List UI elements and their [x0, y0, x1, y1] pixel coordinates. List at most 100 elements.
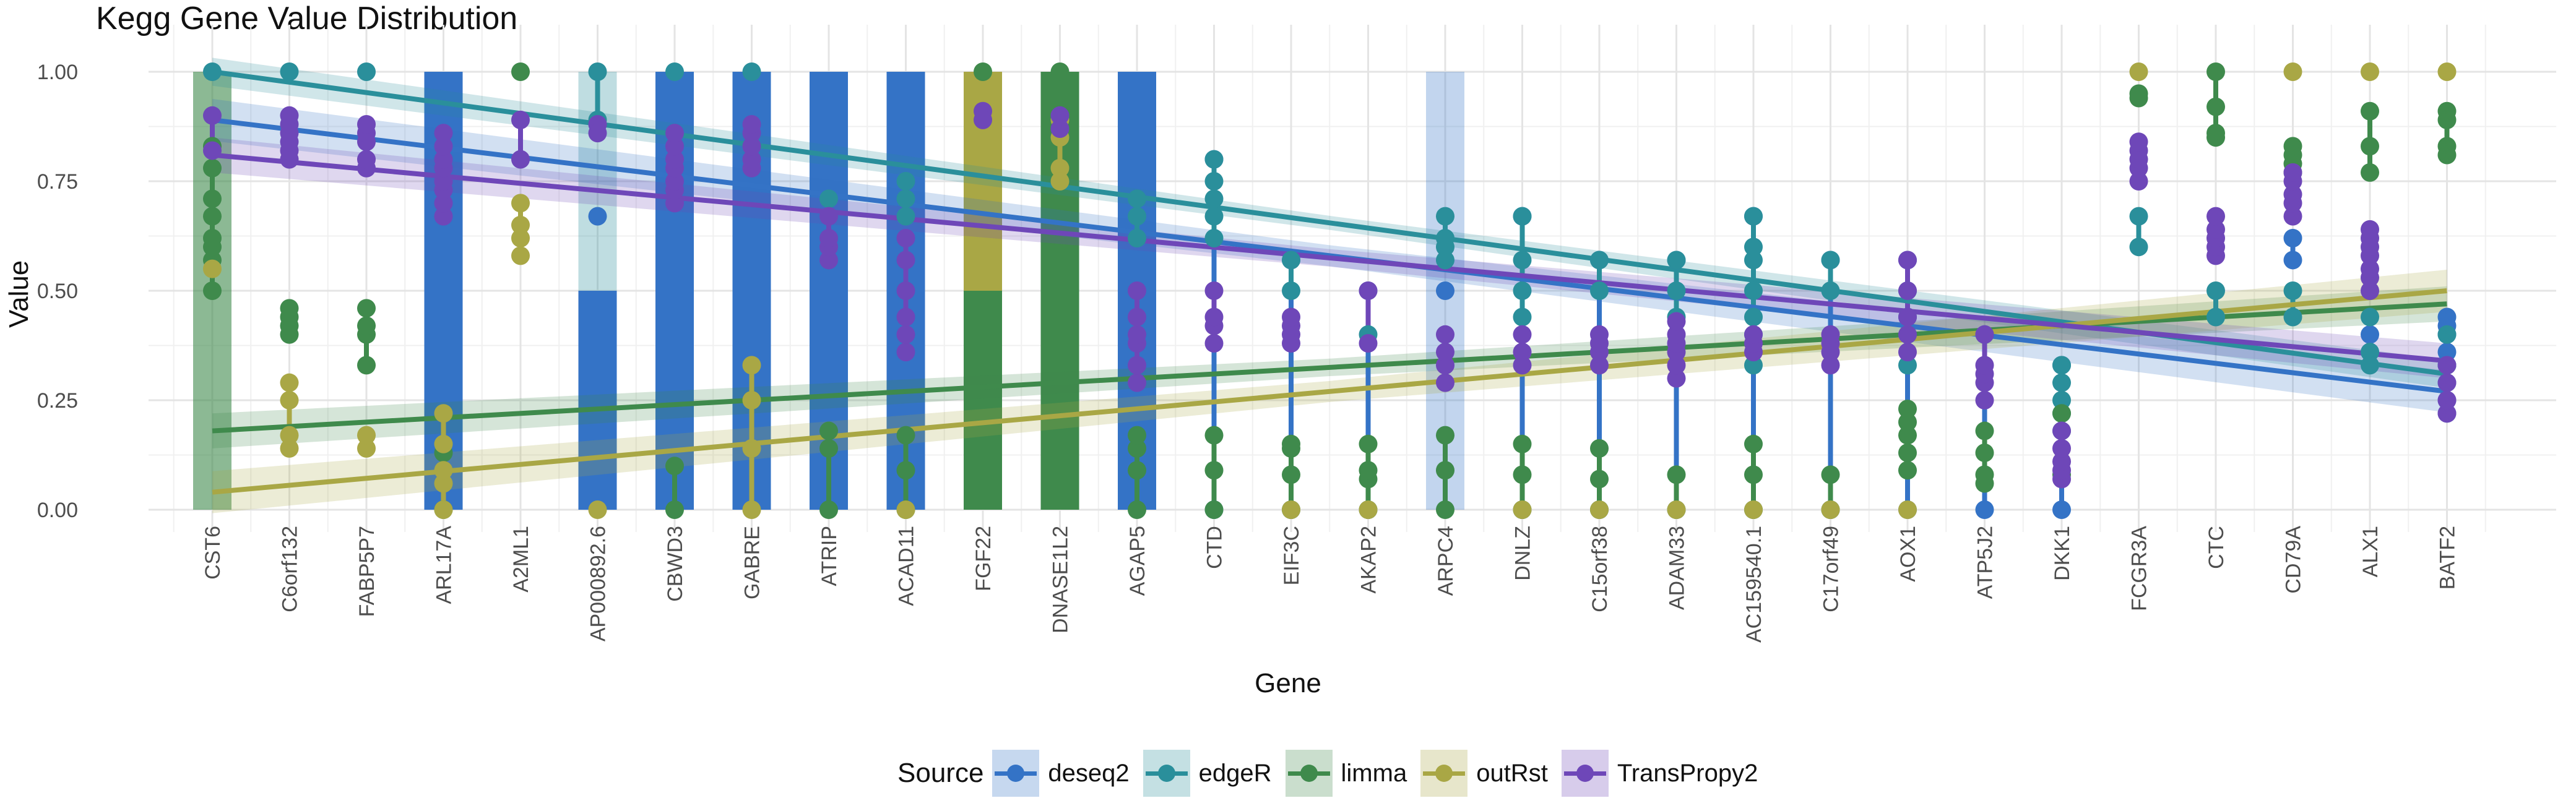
point-TransPropy2 — [588, 124, 607, 143]
point-outRst — [2437, 62, 2457, 81]
point-edgeR — [742, 62, 761, 81]
x-tick-label: AP000892.6 — [587, 526, 610, 641]
point-TransPropy2 — [1898, 307, 1917, 327]
point-TransPropy2 — [2052, 439, 2071, 458]
point-limma — [2206, 62, 2225, 81]
point-deseq2 — [1436, 281, 1454, 300]
point-TransPropy2 — [2283, 163, 2302, 182]
point-outRst — [357, 439, 376, 458]
point-limma — [1744, 434, 1763, 453]
point-outRst — [2361, 62, 2379, 81]
point-limma — [974, 62, 992, 81]
point-deseq2 — [2437, 307, 2457, 327]
point-edgeR — [203, 62, 222, 81]
point-outRst — [1050, 172, 1070, 191]
point-TransPropy2 — [819, 207, 838, 226]
point-edgeR — [1744, 281, 1763, 300]
point-TransPropy2 — [2437, 404, 2457, 423]
point-outRst — [588, 500, 607, 519]
point-outRst — [434, 404, 453, 423]
point-TransPropy2 — [2437, 391, 2457, 410]
legend-item-TransPropy2: TransPropy2 — [1561, 750, 1758, 797]
point-edgeR — [2206, 281, 2225, 300]
point-TransPropy2 — [742, 150, 761, 169]
point-edgeR — [2361, 356, 2379, 375]
x-tick-label: ATP5J2 — [1974, 526, 1997, 599]
x-tick-label: C17orf49 — [1820, 526, 1843, 612]
point-TransPropy2 — [1821, 325, 1840, 344]
point-edgeR — [1744, 207, 1763, 226]
point-TransPropy2 — [1359, 281, 1378, 300]
point-edgeR — [1513, 251, 1532, 270]
point-edgeR — [1204, 172, 1224, 191]
point-TransPropy2 — [1975, 356, 1994, 375]
point-outRst — [2283, 62, 2302, 81]
point-outRst — [511, 229, 530, 248]
point-limma — [1590, 470, 1609, 489]
point-TransPropy2 — [974, 110, 992, 129]
point-edgeR — [1282, 251, 1300, 270]
point-limma — [1204, 500, 1224, 519]
point-limma — [665, 457, 684, 476]
point-limma — [1898, 413, 1917, 432]
point-limma — [2052, 404, 2071, 423]
legend-title: Source — [897, 758, 984, 788]
point-limma — [2361, 137, 2379, 156]
point-outRst — [1590, 500, 1609, 519]
point-edgeR — [1590, 281, 1609, 300]
point-limma — [2437, 110, 2457, 129]
point-limma — [511, 62, 530, 81]
point-edgeR — [1128, 207, 1146, 226]
point-limma — [1898, 426, 1917, 445]
x-tick-label: AGAP5 — [1126, 526, 1149, 596]
point-outRst — [511, 194, 530, 213]
point-edgeR — [1667, 281, 1686, 300]
x-tick-label: AKAP2 — [1357, 526, 1381, 594]
point-limma — [2206, 128, 2225, 147]
point-edgeR — [1821, 281, 1840, 300]
point-edgeR — [1128, 229, 1146, 248]
point-outRst — [511, 215, 530, 234]
point-limma — [896, 461, 915, 480]
point-TransPropy2 — [1128, 307, 1146, 327]
point-limma — [203, 281, 222, 300]
point-outRst — [1898, 500, 1917, 519]
point-edgeR — [1513, 207, 1532, 226]
point-outRst — [1359, 500, 1378, 519]
x-tick-label: FCGR3A — [2128, 526, 2151, 611]
legend-label: limma — [1341, 759, 1407, 787]
y-tick-label: 0.75 — [37, 170, 78, 194]
point-limma — [1359, 461, 1378, 480]
point-limma — [1050, 62, 1070, 81]
point-outRst — [280, 391, 299, 410]
point-TransPropy2 — [665, 124, 684, 143]
bar-deseq2 — [578, 291, 617, 510]
point-outRst — [742, 439, 761, 458]
point-TransPropy2 — [665, 137, 684, 156]
point-limma — [1744, 465, 1763, 484]
point-TransPropy2 — [665, 150, 684, 169]
point-TransPropy2 — [203, 141, 222, 160]
x-tick-label: EIF3C — [1280, 526, 1303, 585]
point-TransPropy2 — [1436, 343, 1454, 362]
legend-key — [1561, 750, 1609, 797]
point-outRst — [434, 500, 453, 519]
point-TransPropy2 — [434, 172, 453, 191]
point-outRst — [434, 474, 453, 493]
point-edgeR — [819, 189, 838, 208]
point-TransPropy2 — [896, 281, 915, 300]
point-edgeR — [1204, 207, 1224, 226]
point-TransPropy2 — [1590, 356, 1609, 375]
x-tick-label: ARPC4 — [1434, 526, 1458, 596]
point-TransPropy2 — [1204, 281, 1224, 300]
point-TransPropy2 — [203, 106, 222, 125]
point-deseq2 — [588, 207, 607, 226]
point-deseq2 — [2283, 251, 2302, 270]
y-tick-label: 0.00 — [37, 499, 78, 522]
x-tick-label: AC159540.1 — [1742, 526, 1766, 643]
x-tick-label: CTD — [1203, 526, 1227, 569]
point-TransPropy2 — [2206, 220, 2225, 239]
point-TransPropy2 — [1898, 325, 1917, 344]
point-TransPropy2 — [1204, 333, 1224, 353]
point-limma — [1667, 465, 1686, 484]
